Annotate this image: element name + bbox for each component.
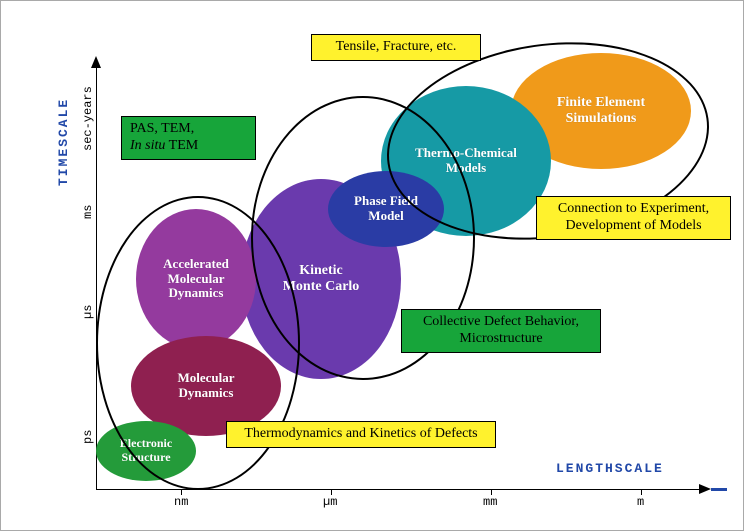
x-axis-arrow xyxy=(699,484,711,494)
legend-dash xyxy=(711,488,727,491)
x-tick-m: m xyxy=(637,495,644,509)
y-axis-title: TIMESCALE xyxy=(56,98,71,186)
box-collective: Collective Defect Behavior, Microstructu… xyxy=(401,309,601,353)
x-tick-nm: nm xyxy=(174,495,188,509)
y-tick-ps: ps xyxy=(81,430,95,444)
box-line: PAS, TEM, xyxy=(130,121,194,136)
box-line: Development of Models xyxy=(565,218,701,233)
box-line: Tensile, Fracture, etc. xyxy=(336,39,457,54)
y-axis-arrow xyxy=(91,56,101,68)
y-tick-ms: ms xyxy=(81,205,95,219)
box-tensile: Tensile, Fracture, etc. xyxy=(311,34,481,61)
multiscale-diagram: LENGTHSCALE TIMESCALE nm µm mm m ps µs m… xyxy=(0,0,744,531)
x-tick-mm: mm xyxy=(483,495,497,509)
x-tick-um: µm xyxy=(323,495,337,509)
box-connection: Connection to Experiment, Development of… xyxy=(536,196,731,240)
box-line: Microstructure xyxy=(459,331,542,346)
y-tick-sec-years: sec-years xyxy=(81,86,95,151)
box-line: Thermodynamics and Kinetics of Defects xyxy=(244,426,477,441)
box-thermo: Thermodynamics and Kinetics of Defects xyxy=(226,421,496,448)
box-line: In situ TEM xyxy=(130,138,198,153)
y-axis-line xyxy=(96,66,97,489)
box-line: Collective Defect Behavior, xyxy=(423,314,579,329)
x-axis-title: LENGTHSCALE xyxy=(556,461,664,476)
box-pas-tem: PAS, TEM, In situ TEM xyxy=(121,116,256,160)
box-line: Connection to Experiment, xyxy=(558,201,709,216)
y-tick-us: µs xyxy=(81,305,95,319)
